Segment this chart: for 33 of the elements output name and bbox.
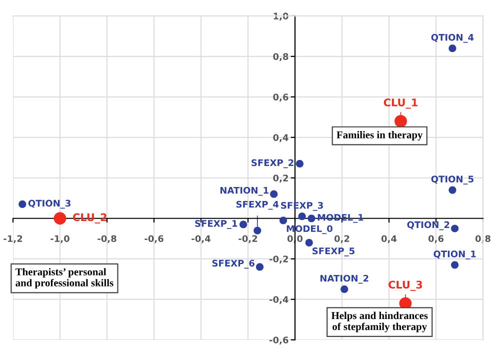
series-label: CLU_3 [388,280,422,291]
series-label: QTION_1 [434,250,476,260]
series-label: NATION_1 [220,186,268,196]
series-label: SFEXP_2 [252,159,294,168]
annotation: Therapists’ personal and professional skills [16,268,114,289]
series-label: SFEXP_1 [195,220,238,229]
annotation: Families in therapy [336,131,423,141]
y-tick-label: -0,6 [270,336,288,345]
x-tick-label: -0,2 [238,235,258,244]
y-tick-label: -0,4 [270,296,288,304]
y-tick-label: 0,8 [273,53,288,62]
series-label: SFEXP_6 [212,260,254,269]
y-tick-label: 0,6 [273,94,288,102]
series-label: QTION_4 [431,34,474,43]
y-tick-label: -0,2 [270,256,288,264]
series-label: CLU_1 [384,98,418,109]
annotation: Helps and hindrances of stepfamily therapy [331,312,428,332]
x-tick-label: -0,6 [144,235,164,244]
x-tick-label: -0,8 [98,235,116,244]
y-tick-label: 0,4 [273,134,288,142]
series-label: NATION_2 [320,274,368,284]
series-label: SFEXP_5 [312,247,354,256]
y-tick-label: 0,2 [273,174,288,183]
series-label: QTION_2 [407,221,450,230]
x-tick-label: 0,2 [334,235,350,244]
x-tick-label: 0,4 [381,235,397,244]
series-label: QTION_3 [28,200,70,209]
x-tick-label: -1,0 [50,235,70,244]
x-tick-label: -0,4 [192,235,210,244]
series-label: QTION_5 [431,176,474,184]
text: SFEXP_4 [236,200,279,210]
x-tick-label: 0,6 [428,235,444,244]
x-tick-label: -1,2 [4,235,22,244]
